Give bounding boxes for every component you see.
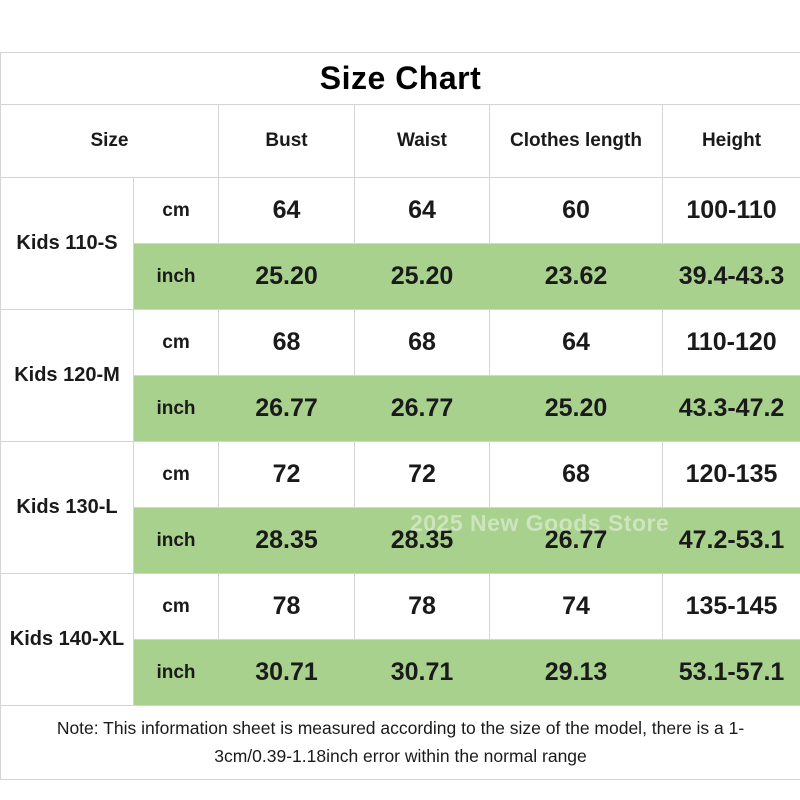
table-cell: 23.62 (489, 243, 663, 310)
table-row: Kids 130-L cm 72 72 68 120-135 (0, 441, 800, 574)
table-cell: 60 (489, 177, 663, 244)
table-cell: 25.20 (218, 243, 355, 310)
unit-label-cm: cm (133, 177, 219, 244)
column-header-bust: Bust (218, 104, 355, 178)
table-cell: 68 (218, 309, 355, 376)
table-cell: 100-110 (661, 177, 800, 244)
table-cell: 30.71 (218, 639, 355, 706)
table-cell: 120-135 (661, 441, 800, 508)
table-row: inch 26.77 26.77 25.20 43.3-47.2 (1, 375, 800, 442)
size-label: Kids 140-XL (0, 573, 134, 706)
page-title: Size Chart (0, 52, 800, 105)
table-cell: 39.4-43.3 (661, 243, 800, 310)
column-header-clothes-length: Clothes length (489, 104, 663, 178)
table-cell: 25.20 (489, 375, 663, 442)
table-row: inch 25.20 25.20 23.62 39.4-43.3 (1, 243, 800, 310)
table-cell: 68 (354, 309, 490, 376)
table-row: Kids 120-M cm 68 68 64 110-120 (0, 309, 800, 442)
unit-label-cm: cm (133, 441, 219, 508)
note-row: Note: This information sheet is measured… (0, 705, 800, 780)
size-label: Kids 120-M (0, 309, 134, 442)
unit-label-cm: cm (133, 309, 219, 376)
unit-label-inch: inch (133, 639, 219, 706)
table-cell: 72 (354, 441, 490, 508)
table-cell: 72 (218, 441, 355, 508)
table-cell: 74 (489, 573, 663, 640)
note-text: Note: This information sheet is measured… (0, 705, 800, 780)
column-header-waist: Waist (354, 104, 490, 178)
table-row: Kids 140-XL cm 78 78 74 135-145 (0, 573, 800, 706)
unit-label-inch: inch (133, 375, 219, 442)
table-cell: 25.20 (354, 243, 490, 310)
table-cell: 26.77 (489, 507, 663, 574)
column-header-height: Height (661, 104, 800, 178)
table-cell: 43.3-47.2 (661, 375, 800, 442)
size-label: Kids 110-S (0, 177, 134, 310)
unit-label-inch: inch (133, 507, 219, 574)
table-cell: 135-145 (661, 573, 800, 640)
table-cell: 29.13 (489, 639, 663, 706)
table-cell: 28.35 (218, 507, 355, 574)
table-cell: 28.35 (354, 507, 490, 574)
table-cell: 30.71 (354, 639, 490, 706)
size-label: Kids 130-L (0, 441, 134, 574)
table-cell: 47.2-53.1 (661, 507, 800, 574)
table-cell: 53.1-57.1 (661, 639, 800, 706)
table-cell: 26.77 (218, 375, 355, 442)
table-cell: 78 (218, 573, 355, 640)
column-header-size: Size (0, 104, 219, 178)
table-cell: 64 (489, 309, 663, 376)
table-row: Kids 110-S cm 64 64 60 100-110 (0, 177, 800, 310)
table-cell: 78 (354, 573, 490, 640)
size-chart-table: Size Chart Size Bust Waist Clothes lengt… (0, 52, 800, 780)
table-cell: 64 (218, 177, 355, 244)
table-cell: 64 (354, 177, 490, 244)
table-row: inch 28.35 28.35 26.77 47.2-53.1 (1, 507, 800, 574)
table-cell: 68 (489, 441, 663, 508)
column-header-row: Size Bust Waist Clothes length Height (0, 104, 800, 178)
table-row: inch 30.71 30.71 29.13 53.1-57.1 (1, 639, 800, 706)
unit-label-cm: cm (133, 573, 219, 640)
unit-label-inch: inch (133, 243, 219, 310)
title-row: Size Chart (0, 52, 800, 105)
table-cell: 110-120 (661, 309, 800, 376)
table-cell: 26.77 (354, 375, 490, 442)
